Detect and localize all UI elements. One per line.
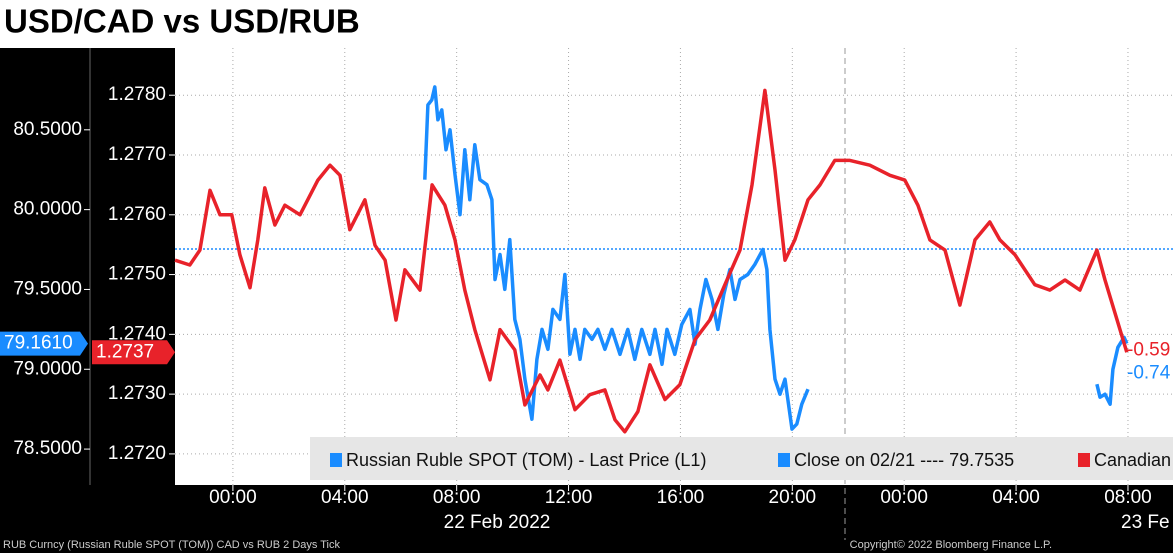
change-label: -0.59: [1127, 339, 1170, 360]
footer-source: RUB Curncy (Russian Ruble SPOT (TOM)) CA…: [3, 539, 340, 551]
series-line: [174, 88, 1129, 434]
y2-tick-label: 1.2770: [108, 144, 166, 165]
y-tick-label: 79.0000: [13, 358, 82, 379]
x-tick-label: 00:00: [209, 487, 257, 508]
x-tick-label: 04:00: [321, 487, 369, 508]
y2-tick-label: 1.2720: [108, 443, 166, 464]
y2-tick-label: 1.2730: [108, 383, 166, 404]
last-value-label: 1.2737: [96, 341, 154, 362]
footer-copyright: Copyright© 2022 Bloomberg Finance L.P.: [850, 539, 1052, 551]
x-tick-label: 08:00: [433, 487, 481, 508]
y-tick-label: 78.5000: [13, 438, 82, 459]
x-date-label: 22 Feb 2022: [444, 512, 551, 533]
x-date-label: 23 Fe: [1121, 512, 1170, 533]
legend-box: [310, 437, 1173, 480]
legend: Russian Ruble SPOT (TOM) - Last Price (L…: [330, 450, 1171, 470]
legend-label: Close on 02/21 ---- 79.7535: [794, 450, 1014, 470]
x-tick-label: 04:00: [992, 487, 1040, 508]
y2-tick-label: 1.2740: [108, 323, 166, 344]
legend-label: Canadian: [1094, 450, 1171, 470]
x-tick-label: 00:00: [880, 487, 928, 508]
y-tick-label: 79.5000: [13, 278, 82, 299]
title-band: [0, 0, 1173, 48]
y2-tick-label: 1.2760: [108, 204, 166, 225]
y-tick-label: 80.0000: [13, 199, 82, 220]
last-value-box: [0, 331, 88, 356]
x-tick-label: 08:00: [1104, 487, 1152, 508]
chart-title: USD/CAD vs USD/RUB: [4, 3, 360, 40]
legend-swatch: [1078, 453, 1090, 467]
x-tick-label: 16:00: [657, 487, 705, 508]
last-value-label: 79.1610: [4, 333, 73, 354]
x-tick-label: 20:00: [769, 487, 817, 508]
legend-swatch: [330, 453, 342, 467]
y2-tick-label: 1.2750: [108, 264, 166, 285]
change-label: -0.74: [1127, 363, 1171, 384]
y-tick-label: 80.5000: [13, 119, 82, 140]
plot-area: [175, 48, 1173, 485]
plot: [174, 48, 1173, 485]
legend-swatch: [778, 453, 790, 467]
legend-label: Russian Ruble SPOT (TOM) - Last Price (L…: [346, 450, 706, 470]
series-line: [423, 85, 810, 431]
x-tick-label: 12:00: [545, 487, 593, 508]
y2-tick-label: 1.2780: [108, 84, 166, 105]
last-value-box: [92, 340, 175, 365]
